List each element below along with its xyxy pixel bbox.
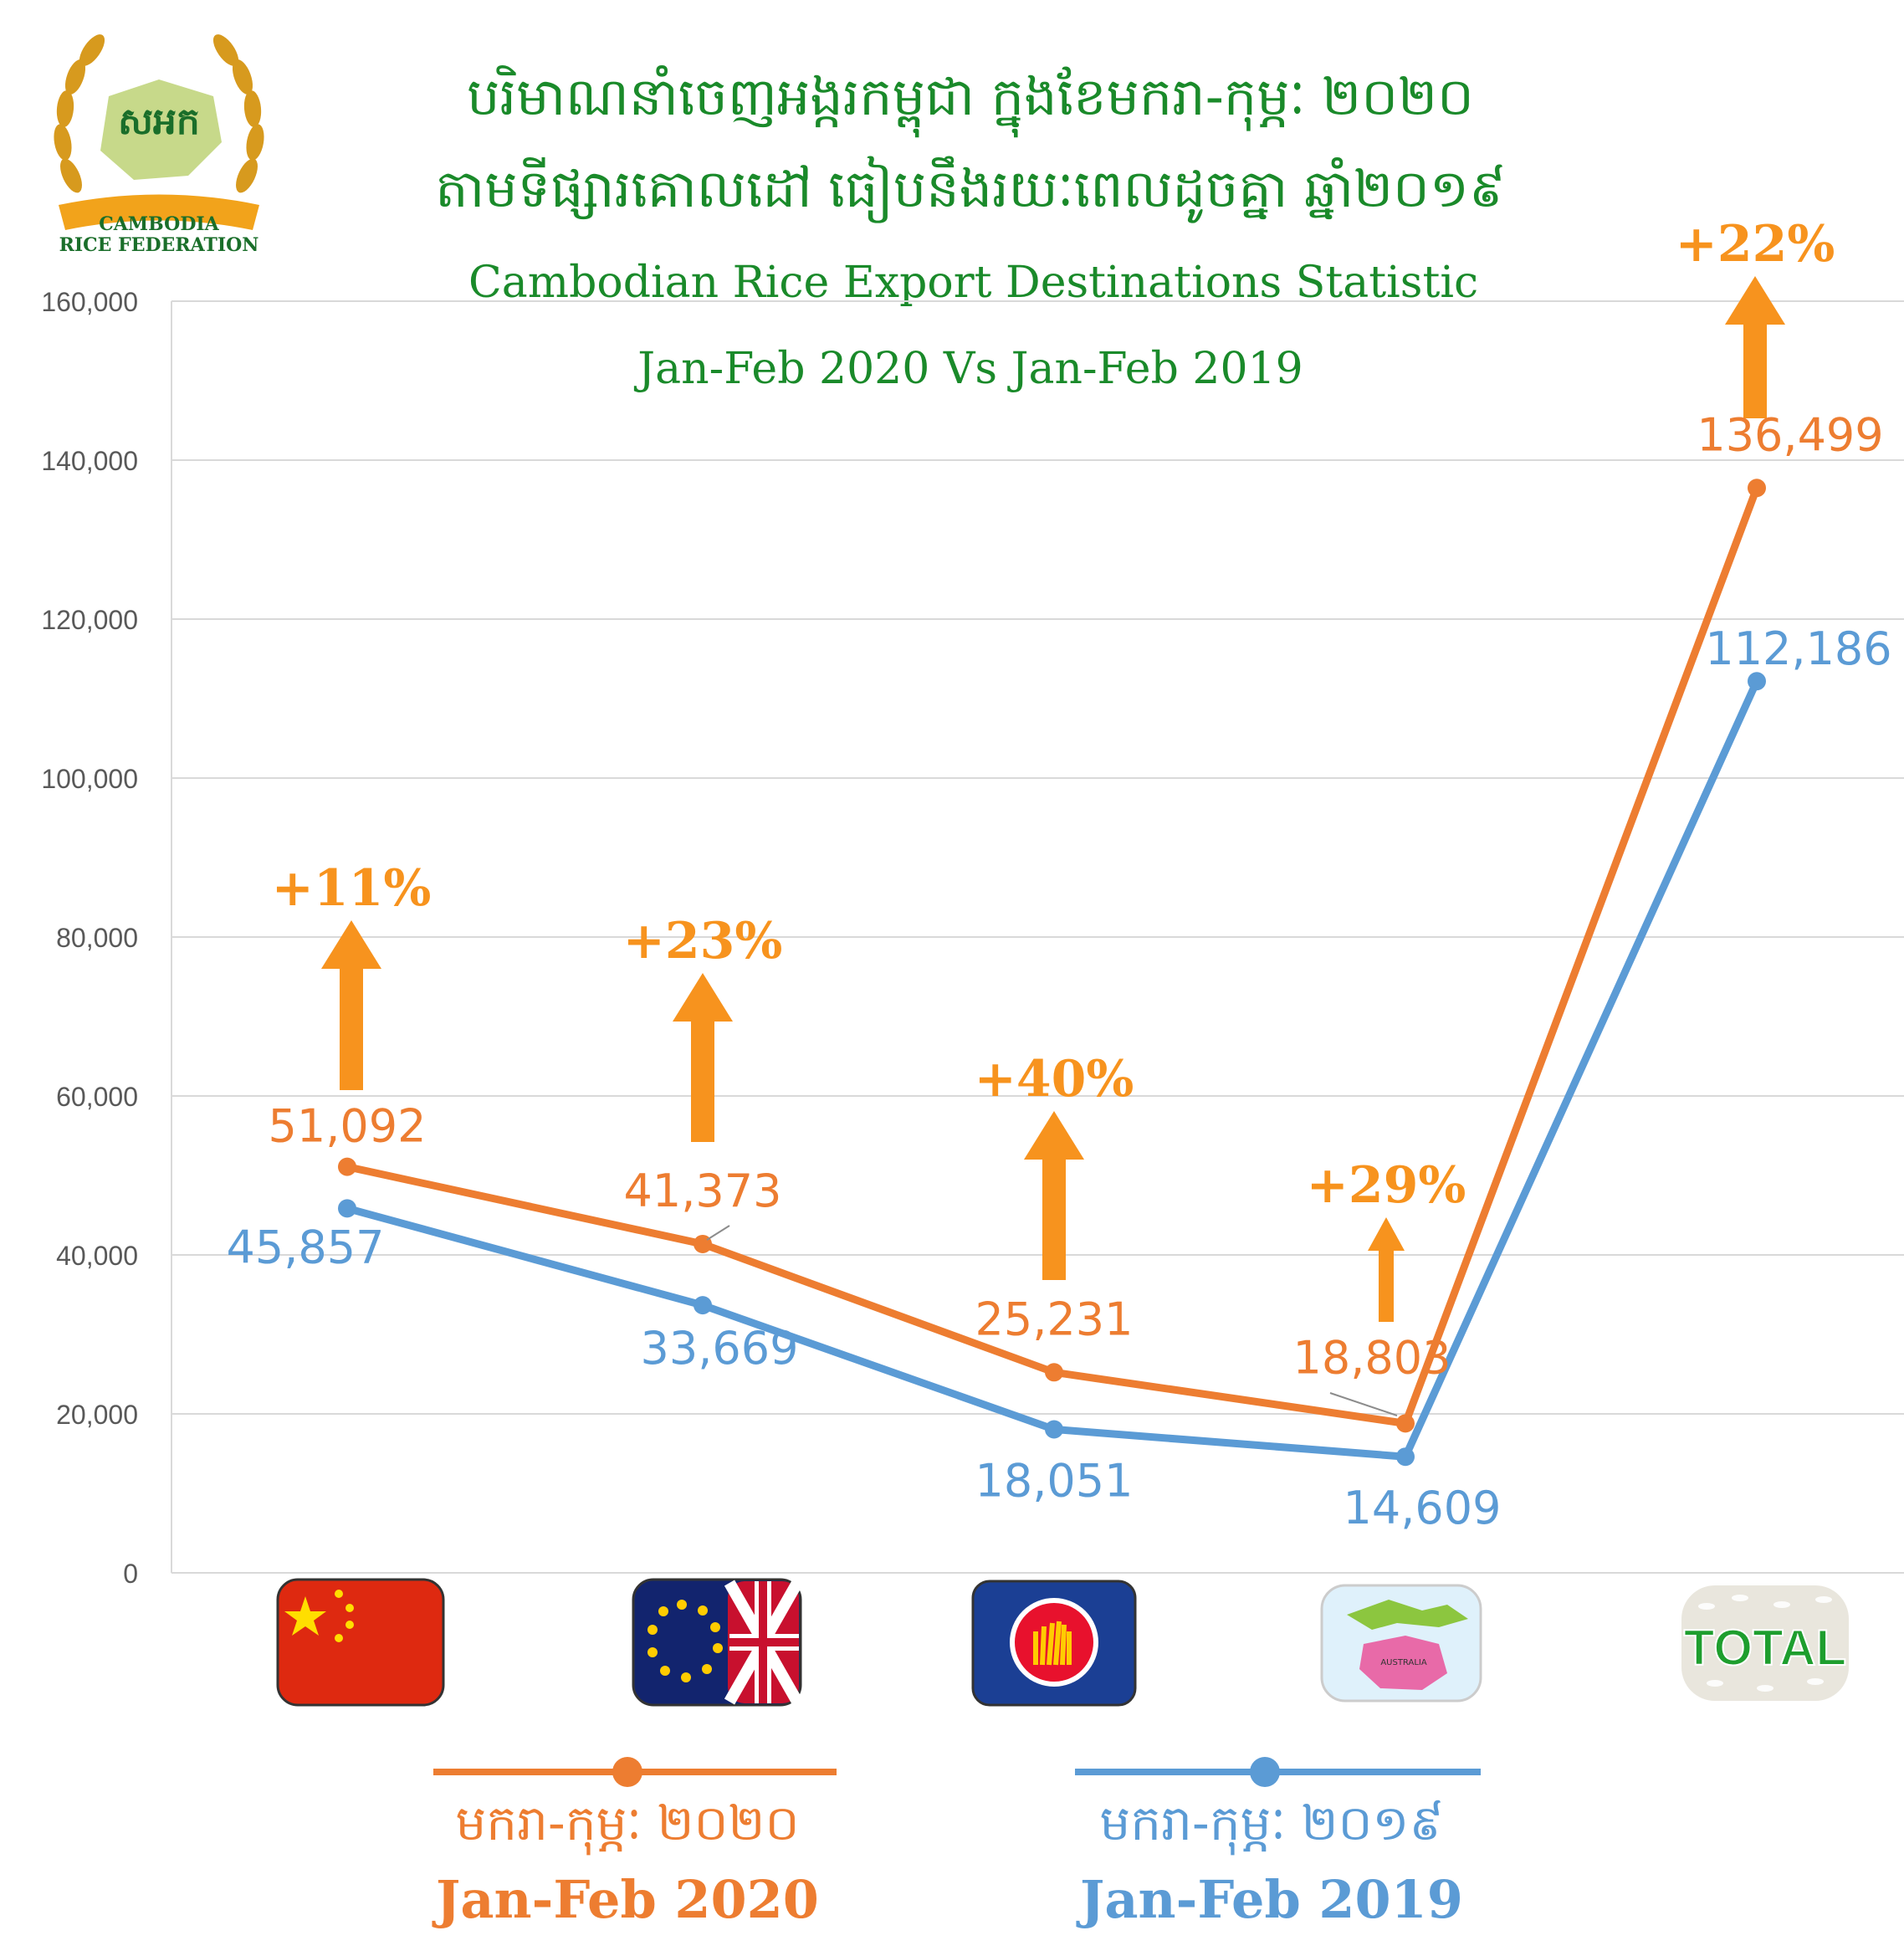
- growth-arrow-icon: [1725, 276, 1785, 418]
- growth-percent-label: +23%: [623, 912, 783, 970]
- legend-marker-2020: [612, 1757, 642, 1787]
- data-label-2020: 51,092: [269, 1100, 427, 1153]
- logo-org-kh: សអក: [118, 100, 200, 143]
- wheat-wreath-icon: [54, 34, 264, 193]
- data-point-2019: [1396, 1447, 1415, 1467]
- label-leader-line: [706, 1225, 730, 1241]
- legend: [433, 1757, 1481, 1787]
- legend-label-2019-en: Jan-Feb 2019: [1080, 1869, 1463, 1930]
- cambodia-map-icon: [100, 79, 222, 180]
- growth-arrow-icon: [673, 973, 733, 1142]
- cambodia-rice-federation-logo: សអក CAMBODIA RICE FEDERATION: [54, 34, 264, 256]
- series-line-2020: [346, 486, 1761, 1427]
- growth-percent-label: +40%: [975, 1050, 1134, 1109]
- growth-percent-label: +29%: [1307, 1156, 1466, 1215]
- y-tick-label: 100,000: [41, 764, 138, 794]
- y-tick-label: 160,000: [41, 287, 138, 317]
- y-tick-label: 40,000: [56, 1241, 138, 1271]
- australia-map-label: AUSTRALIA: [1380, 1658, 1427, 1667]
- data-point-2020: [1396, 1414, 1415, 1433]
- legend-label-2020-en: Jan-Feb 2020: [436, 1869, 819, 1930]
- data-point-2020: [1748, 479, 1766, 498]
- label-leader-line: [1329, 1392, 1398, 1416]
- y-tick-label: 60,000: [56, 1082, 138, 1112]
- china-flag-icon: [276, 1578, 445, 1707]
- y-tick-label: 0: [123, 1559, 138, 1589]
- logo-ribbon: [59, 194, 259, 230]
- data-point-2020: [1045, 1363, 1063, 1382]
- data-label-2020: 41,373: [624, 1165, 782, 1217]
- oceania-map-icon: AUSTRALIA: [1320, 1584, 1482, 1703]
- logo-org-en-1: CAMBODIA: [99, 213, 219, 235]
- eu-uk-flag-icon: [632, 1578, 803, 1707]
- data-point-2020: [338, 1157, 356, 1176]
- y-tick-label: 80,000: [56, 923, 138, 953]
- legend-label-2020-kh: មករា-កុម្ភៈ ២០២០: [455, 1795, 800, 1851]
- data-label-2019: 18,051: [975, 1455, 1134, 1508]
- total-rice-icon: TOTAL: [1681, 1585, 1849, 1701]
- data-point-2019: [338, 1199, 356, 1218]
- chart-title-en: Cambodian Rice Export Destinations Stati…: [468, 258, 1479, 308]
- chart-subtitle-en: Jan-Feb 2020 Vs Jan-Feb 2019: [637, 344, 1303, 394]
- growth-arrow-icon: [1368, 1217, 1405, 1322]
- y-tick-label: 120,000: [41, 605, 138, 635]
- asean-flag-icon: [971, 1580, 1137, 1707]
- data-label-2020: 136,499: [1697, 408, 1883, 461]
- growth-arrow-icon: [321, 920, 381, 1090]
- y-tick-label: 140,000: [41, 446, 138, 476]
- data-label-2019: 45,857: [227, 1221, 385, 1273]
- data-label-2019: 33,669: [641, 1322, 799, 1375]
- data-label-2020: 18,803: [1293, 1331, 1451, 1384]
- total-label: TOTAL: [1684, 1620, 1846, 1676]
- growth-arrow-icon: [1024, 1111, 1084, 1280]
- chart-title-kh-line1: បរិមាណនាំចេញអង្ករកម្ពុជា ក្នុងខែមករា-កុម…: [467, 66, 1474, 127]
- data-label-2019: 14,609: [1344, 1482, 1502, 1534]
- logo-org-en-2: RICE FEDERATION: [59, 234, 259, 256]
- data-point-2019: [1045, 1420, 1063, 1439]
- data-point-2019: [1748, 672, 1766, 691]
- growth-percent-label: +22%: [1676, 215, 1835, 274]
- data-label-2020: 25,231: [975, 1293, 1134, 1345]
- chart-title-kh-line2: តាមទីផ្សារគោលដៅ ធៀបនឹងរយៈពេលដូចគ្នា ឆ្នា…: [435, 158, 1506, 219]
- legend-label-2019-kh: មករា-កុម្ភៈ ២០១៩: [1099, 1795, 1444, 1851]
- data-label-2019: 112,186: [1705, 622, 1891, 675]
- y-tick-label: 20,000: [56, 1400, 138, 1430]
- growth-percent-label: +11%: [272, 859, 432, 918]
- data-point-2019: [694, 1296, 712, 1315]
- legend-marker-2019: [1250, 1757, 1280, 1787]
